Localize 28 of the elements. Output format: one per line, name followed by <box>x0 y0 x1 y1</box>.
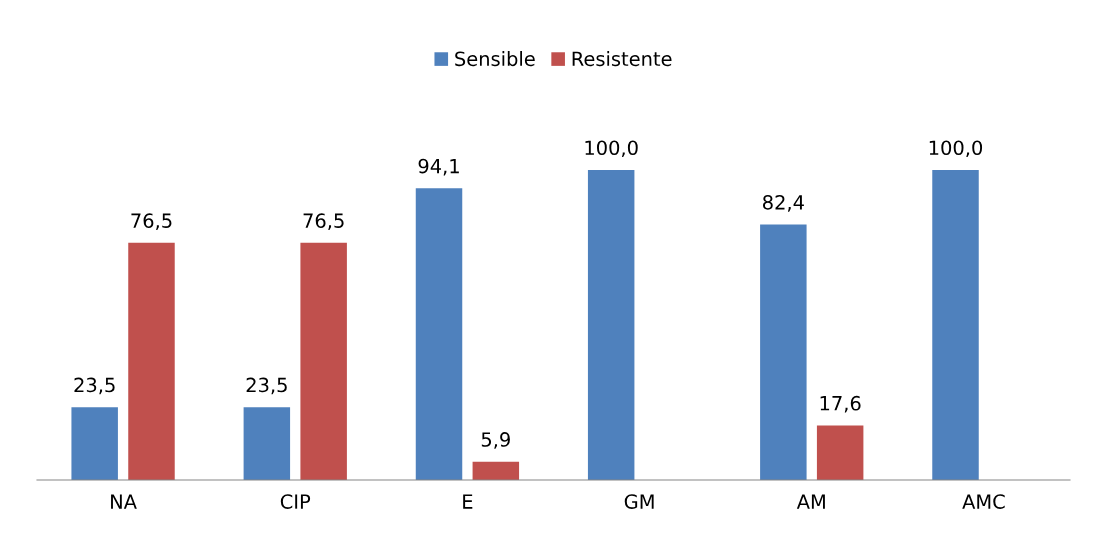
data-label: 76,5 <box>131 213 172 230</box>
data-label: 23,5 <box>246 377 287 395</box>
data-label: 17,6 <box>820 395 861 413</box>
bar <box>472 461 520 480</box>
bar <box>415 188 463 480</box>
bar <box>816 425 864 480</box>
bar <box>300 242 347 480</box>
data-label: 23,5 <box>74 377 115 395</box>
x-tick-label: NA <box>111 494 137 509</box>
data-label: 100,0 <box>929 140 983 158</box>
x-tick-label: AM <box>796 494 825 509</box>
bar <box>587 170 635 480</box>
data-label: 76,5 <box>303 213 344 230</box>
data-label: 100,0 <box>585 140 638 158</box>
bar <box>760 224 807 480</box>
bar <box>243 407 291 480</box>
legend-label: Sensible <box>455 51 535 67</box>
data-label: 5,9 <box>481 432 510 449</box>
bar <box>71 407 118 480</box>
x-tick-label: E <box>463 494 473 509</box>
x-tick-label: GM <box>624 494 654 509</box>
data-label: 94,1 <box>418 158 459 176</box>
x-tick-label: AMC <box>962 494 1005 509</box>
data-label: 82,4 <box>763 194 804 212</box>
bar <box>932 170 979 480</box>
bar <box>128 242 175 480</box>
legend-label: Resistente <box>572 51 672 67</box>
x-tick-label: CIP <box>280 494 311 509</box>
